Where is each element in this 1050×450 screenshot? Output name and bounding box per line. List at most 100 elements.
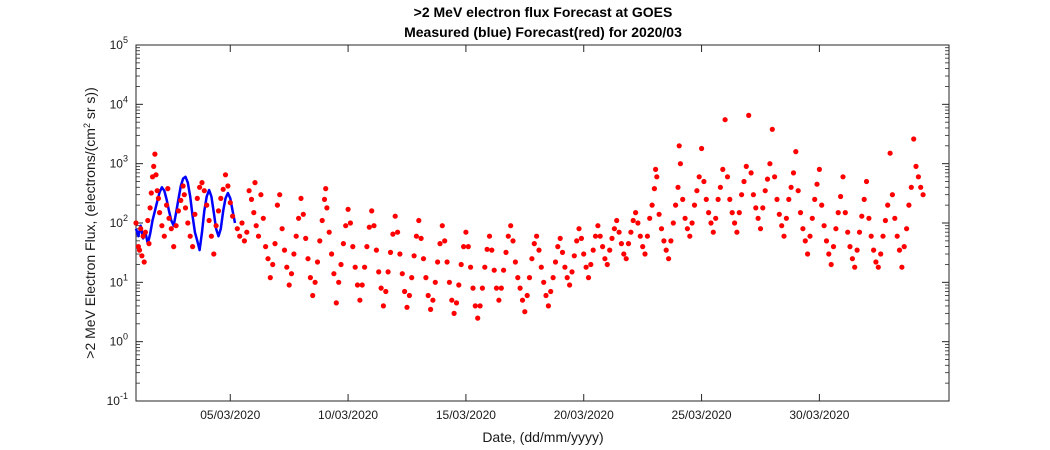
forecast-point (253, 223, 259, 229)
measured-flux-line (134, 175, 237, 252)
forecast-point (378, 285, 384, 291)
forecast-point (823, 238, 830, 244)
forecast-point (201, 188, 207, 194)
forecast-point (519, 297, 526, 303)
forecast-point (786, 196, 792, 202)
forecast-point (805, 251, 811, 257)
forecast-point (220, 186, 226, 192)
y-axis: 10-1 100 101 102 103 104 105 (107, 35, 949, 408)
forecast-point (498, 285, 504, 291)
forecast-point (352, 264, 358, 270)
forecast-point (675, 184, 681, 190)
forecast-point (383, 288, 389, 295)
forecast-point (541, 279, 547, 285)
forecast-point (644, 233, 651, 239)
forecast-point (576, 226, 582, 232)
forecast-point (153, 172, 159, 178)
forecast-point (713, 215, 719, 221)
forecast-point (889, 192, 896, 198)
forecast-point (175, 208, 181, 214)
forecast-point (597, 233, 603, 239)
forecast-point (729, 210, 735, 216)
forecast-point (720, 166, 726, 172)
forecast-point (590, 247, 596, 253)
forecast-point (706, 210, 712, 216)
forecast-point (277, 192, 283, 198)
forecast-point (267, 275, 273, 281)
forecast-point (543, 292, 549, 299)
forecast-point (255, 233, 262, 239)
forecast-point (680, 196, 686, 202)
forecast-point (885, 202, 891, 208)
forecast-point (463, 229, 469, 235)
forecast-point (854, 247, 860, 253)
forecast-point (373, 247, 379, 253)
forecast-point (146, 241, 152, 247)
forecast-point (522, 309, 528, 315)
forecast-point (446, 279, 452, 285)
forecast-point (369, 208, 375, 214)
forecast-point (795, 188, 801, 194)
forecast-point (592, 233, 599, 239)
forecast-point (559, 249, 566, 255)
forecast-point (244, 229, 250, 235)
y-tick-label: 103 (110, 154, 128, 171)
forecast-point (182, 205, 189, 211)
forecast-point (682, 215, 688, 221)
forecast-point (404, 304, 410, 310)
forecast-point (168, 226, 174, 232)
forecast-point (234, 226, 240, 232)
forecast-point (614, 217, 620, 224)
forecast-point (503, 249, 509, 255)
forecast-point (776, 211, 782, 217)
forecast-point (165, 186, 171, 192)
forecast-point (529, 256, 535, 262)
y-tick-label: 104 (110, 94, 128, 111)
forecast-point (166, 215, 172, 221)
forecast-point (411, 253, 417, 259)
chart-subtitle: Measured (blue) Forecast(red) for 2020/0… (404, 24, 682, 40)
forecast-point (465, 244, 471, 250)
forecast-point (338, 261, 344, 268)
forecast-point (717, 184, 724, 190)
forecast-point (343, 223, 349, 229)
forecast-point (263, 244, 269, 250)
forecast-point (477, 303, 483, 309)
forecast-point (154, 188, 160, 194)
forecast-point (635, 220, 641, 226)
forecast-point (482, 264, 488, 270)
forecast-point (908, 184, 914, 190)
forecast-point (807, 233, 813, 239)
forecast-point (208, 233, 214, 239)
chart-title: >2 MeV electron flux Forecast at GOES (414, 4, 673, 20)
forecast-point (199, 180, 205, 186)
forecast-point (564, 275, 570, 281)
forecast-point (845, 229, 851, 235)
forecast-point (321, 196, 328, 202)
forecast-point (442, 238, 448, 244)
forecast-point (423, 275, 429, 281)
forecast-point (849, 256, 856, 262)
forecast-point (272, 241, 278, 247)
forecast-point (310, 292, 316, 299)
forecast-point (630, 217, 636, 224)
forecast-point (312, 279, 318, 285)
forecast-point (840, 174, 846, 180)
forecast-point (284, 264, 290, 270)
forecast-point (856, 229, 863, 235)
forecast-point (694, 188, 700, 194)
forecast-point (222, 172, 229, 178)
forecast-point (600, 244, 606, 250)
forecast-point (842, 210, 848, 216)
forecast-point (736, 210, 742, 216)
forecast-point (904, 226, 910, 232)
forecast-point (878, 251, 884, 257)
forecast-point (666, 256, 672, 262)
y-tick-label: 105 (110, 35, 128, 52)
forecast-point (875, 264, 881, 270)
forecast-point (508, 223, 514, 229)
forecast-point (300, 211, 306, 217)
forecast-point (757, 226, 764, 232)
forecast-point (640, 244, 646, 250)
forecast-point (767, 161, 773, 167)
